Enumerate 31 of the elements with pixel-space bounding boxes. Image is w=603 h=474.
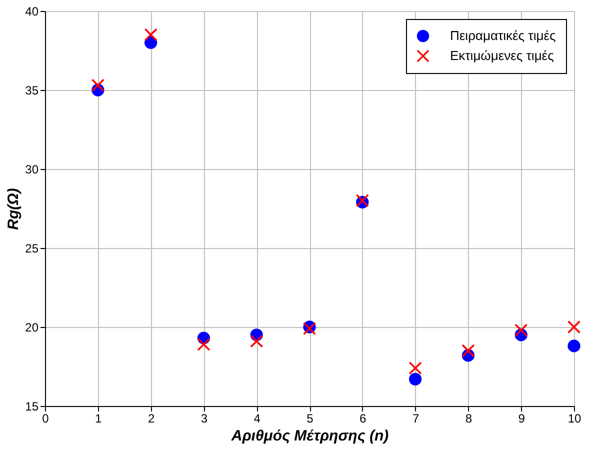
- y-tick-label: 40: [25, 4, 39, 18]
- x-tick-label: 5: [306, 412, 314, 426]
- legend-label: Εκτιμώμενες τιμές: [450, 48, 554, 63]
- y-tick-label: 35: [25, 84, 39, 98]
- y-tick-label: 20: [25, 320, 39, 334]
- point: [250, 334, 263, 348]
- x-tick-label: 2: [148, 412, 155, 426]
- x-tick-label: 3: [200, 412, 208, 426]
- point: [568, 320, 580, 334]
- point: [514, 324, 528, 336]
- y-tick-label: 15: [25, 400, 39, 414]
- x-axis-title: Αριθμός Μέτρησης (n): [230, 428, 389, 444]
- legend-label: Πειραματικές τιμές: [450, 28, 556, 43]
- point: [92, 78, 104, 92]
- x-tick-label: 10: [568, 412, 582, 426]
- x-tick-label: 4: [254, 412, 261, 426]
- x-tick-label: 6: [360, 412, 367, 426]
- y-axis-title: Rg(Ω): [5, 188, 22, 230]
- point: [408, 372, 422, 386]
- x-tick-label: 7: [412, 412, 420, 426]
- point: [408, 362, 422, 374]
- point: [197, 338, 210, 351]
- x-tick-label: 8: [465, 412, 472, 426]
- point: [462, 344, 475, 358]
- y-tick-label: 25: [25, 242, 39, 256]
- y-tick-label: 30: [25, 162, 39, 176]
- x-tick-label: 9: [518, 412, 526, 426]
- x-tick-label: 0: [42, 412, 50, 426]
- x-tick-label: 1: [95, 412, 102, 426]
- point: [144, 28, 158, 42]
- point: [568, 340, 580, 352]
